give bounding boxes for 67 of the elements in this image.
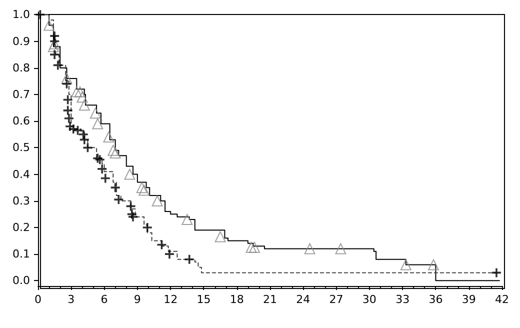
point (103, 132, 114, 143)
point (61, 73, 72, 84)
point (492, 268, 501, 278)
y-tick-label: 0.4 (12, 168, 30, 181)
y-tick-label: 0.2 (12, 220, 30, 234)
point (80, 135, 89, 144)
y-tick-label: 0.6 (12, 114, 30, 128)
point (98, 164, 107, 174)
point (44, 20, 55, 31)
point (64, 114, 74, 123)
point (114, 195, 124, 204)
x-tick-label: 12 (164, 293, 178, 306)
x-tick-label: 3 (68, 293, 75, 306)
point (142, 222, 152, 232)
x-tick-label: 27 (329, 293, 344, 306)
point (304, 243, 316, 254)
point (92, 118, 104, 130)
point (63, 106, 72, 115)
point (48, 41, 59, 52)
x-tick-label: 24 (296, 293, 310, 306)
point (50, 50, 60, 60)
point (214, 231, 226, 242)
x-tick-label: 21 (263, 293, 277, 306)
point (246, 242, 257, 253)
point (128, 212, 138, 222)
x-tick-label: 18 (230, 293, 244, 306)
point (73, 126, 82, 135)
point (184, 254, 194, 264)
point (138, 184, 150, 196)
x-tick-label: 36 (428, 293, 443, 306)
point (110, 147, 121, 158)
x-tick-label: 39 (462, 293, 476, 306)
point (249, 242, 260, 253)
point (152, 195, 163, 206)
point (124, 168, 136, 180)
y-tick-label: 0.9 (12, 34, 30, 48)
point (76, 92, 88, 103)
point (74, 86, 86, 98)
y-tick-label: 0.0 (12, 274, 30, 288)
point (335, 243, 346, 254)
y-tick-label: 1.0 (12, 8, 30, 22)
point (49, 38, 60, 50)
point (182, 214, 193, 225)
point (50, 36, 60, 46)
y-tick-label: 0.3 (12, 194, 30, 208)
x-tick-label: 6 (100, 293, 108, 306)
point (164, 250, 174, 259)
y-tick-label: 0.7 (12, 88, 30, 101)
point (90, 108, 101, 119)
point (400, 259, 412, 270)
x-tick-label: 33 (396, 293, 410, 306)
x-tick-label: 0 (34, 293, 42, 306)
y-tick-label: 0.1 (12, 248, 30, 261)
y-tick-label: 0.8 (12, 61, 30, 74)
point (78, 100, 90, 111)
x-tick-label: 9 (134, 293, 141, 306)
y-tick-label: 0.5 (12, 141, 30, 154)
point (100, 174, 110, 183)
x-tick-label: 42 (495, 293, 509, 306)
point (108, 144, 119, 156)
point (110, 183, 120, 192)
point (71, 86, 82, 98)
point (136, 182, 148, 194)
point (428, 259, 440, 270)
point (53, 60, 62, 70)
x-tick-label: 15 (196, 293, 211, 306)
x-tick-label: 30 (362, 293, 376, 306)
